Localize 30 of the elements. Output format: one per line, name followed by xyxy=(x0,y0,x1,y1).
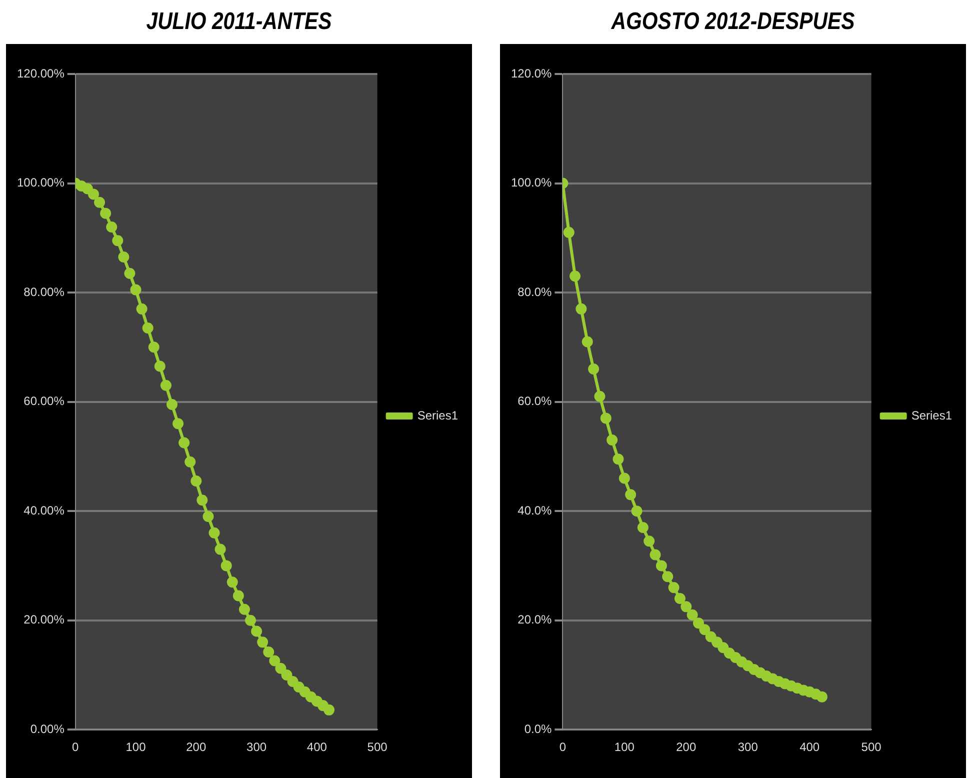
legend-label: Series1 xyxy=(417,408,458,422)
chart-title: JULIO 2011-ANTES xyxy=(145,7,333,37)
x-tick-label: 0 xyxy=(559,740,566,754)
y-tick-label: 20.00% xyxy=(24,612,65,627)
x-tick-label: 200 xyxy=(186,740,206,754)
x-tick-label: 300 xyxy=(246,740,267,754)
y-tick-label: 40.0% xyxy=(518,503,552,518)
x-tick-label: 100 xyxy=(126,740,146,754)
y-tick-label: 0.00% xyxy=(30,722,65,736)
y-tick-label: 60.00% xyxy=(24,394,65,408)
y-tick-label: 80.00% xyxy=(24,284,65,299)
x-tick-label: 0 xyxy=(72,740,80,754)
y-tick-label: 80.0% xyxy=(518,284,552,299)
x-tick-label: 200 xyxy=(676,740,696,754)
x-tick-label: 400 xyxy=(800,740,820,754)
y-tick-label: 120.00% xyxy=(17,66,65,80)
x-tick-label: 400 xyxy=(306,740,328,754)
chart-title: AGOSTO 2012-DESPUES xyxy=(610,7,856,37)
y-tick-label: 20.0% xyxy=(518,612,552,627)
x-tick-label: 100 xyxy=(614,740,635,754)
y-tick-label: 100.0% xyxy=(510,176,552,190)
x-tick-label: 500 xyxy=(367,740,388,754)
y-tick-label: 60.0% xyxy=(518,394,552,408)
y-tick-label: 120.0% xyxy=(510,66,552,80)
x-tick-label: 300 xyxy=(738,740,758,754)
y-tick-label: 40.00% xyxy=(24,503,65,518)
y-tick-label: 0.0% xyxy=(524,722,552,736)
x-tick-label: 500 xyxy=(861,740,882,754)
y-tick-label: 100.00% xyxy=(17,176,65,190)
legend-label: Series1 xyxy=(911,408,952,422)
